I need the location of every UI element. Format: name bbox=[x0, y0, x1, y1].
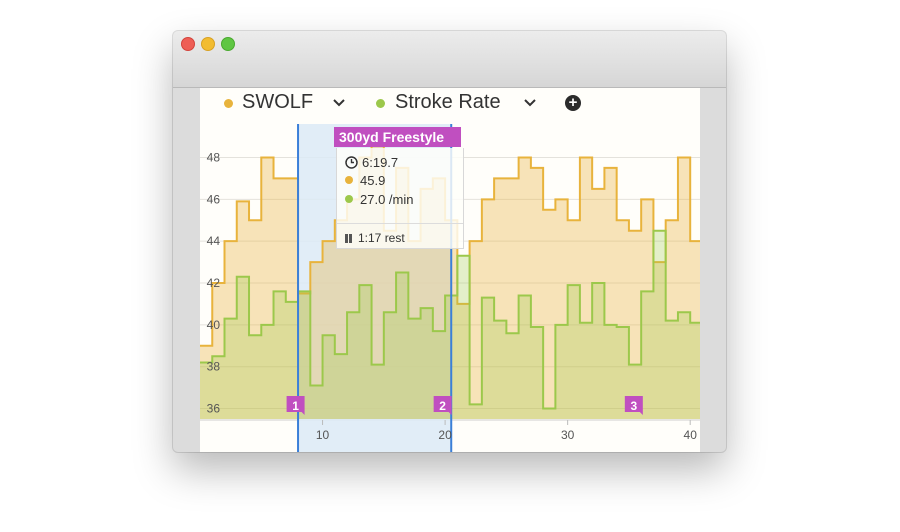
x-tick-label: 10 bbox=[316, 428, 330, 442]
lap-marker-label: 2 bbox=[439, 399, 446, 413]
tooltip-time: 6:19.7 bbox=[362, 155, 399, 170]
lap-marker-label: 3 bbox=[630, 399, 637, 413]
x-axis: 10 20 30 40 bbox=[316, 420, 697, 442]
y-tick-label: 48 bbox=[207, 150, 221, 164]
pause-icon bbox=[345, 234, 352, 243]
y-tick-label: 42 bbox=[207, 276, 221, 290]
app-window: SWOLF Stroke Rate + 36 38 40 42 44 46 48 10 20 3… bbox=[173, 31, 726, 452]
swolf-legend-label[interactable]: SWOLF bbox=[242, 91, 314, 113]
lap-marker-1[interactable] bbox=[286, 396, 305, 415]
tooltip-swolf-row: 45.9 bbox=[345, 173, 385, 188]
x-tick-label: 30 bbox=[561, 428, 575, 442]
stroke-rate-legend-dot-icon bbox=[376, 99, 385, 108]
x-tick-label: 20 bbox=[438, 428, 452, 442]
y-tick-label: 40 bbox=[207, 318, 221, 332]
chevron-down-icon[interactable] bbox=[332, 95, 346, 109]
tooltip-rest-row: 1:17 rest bbox=[345, 231, 405, 245]
clock-icon bbox=[345, 156, 358, 169]
stroke-rate-area bbox=[200, 230, 700, 419]
swolf-dot-icon bbox=[345, 176, 353, 184]
legend-bar: SWOLF Stroke Rate + bbox=[200, 88, 700, 124]
stroke-rate-dot-icon bbox=[345, 195, 353, 203]
close-button[interactable] bbox=[181, 37, 195, 51]
minimize-button[interactable] bbox=[201, 37, 215, 51]
tooltip-rest: 1:17 rest bbox=[358, 231, 405, 245]
zoom-button[interactable] bbox=[221, 37, 235, 51]
y-axis: 36 38 40 42 44 46 48 bbox=[207, 150, 221, 415]
chart-panel: SWOLF Stroke Rate + 36 38 40 42 44 46 48 10 20 3… bbox=[200, 88, 700, 452]
chevron-down-icon[interactable] bbox=[523, 95, 537, 109]
tooltip-stroke-rate: 27.0 /min bbox=[360, 192, 414, 207]
tooltip-title: 300yd Freestyle bbox=[334, 127, 461, 147]
lap-marker-2[interactable] bbox=[433, 396, 452, 415]
y-tick-label: 46 bbox=[207, 192, 221, 206]
tooltip-swolf: 45.9 bbox=[360, 173, 386, 188]
lap-markers[interactable]: 1 2 3 bbox=[286, 396, 643, 415]
tooltip-divider bbox=[337, 223, 463, 224]
tooltip-stroke-rate-row: 27.0 /min bbox=[345, 192, 413, 207]
title-bar bbox=[173, 31, 726, 88]
y-tick-label: 36 bbox=[207, 402, 221, 416]
lap-marker-label: 1 bbox=[292, 399, 299, 413]
tooltip-time-row: 6:19.7 bbox=[345, 155, 398, 170]
tooltip-box: 6:19.7 45.9 27.0 /min 1:17 rest bbox=[336, 148, 464, 249]
swolf-legend-dot-icon bbox=[224, 99, 233, 108]
lap-marker-3[interactable] bbox=[624, 396, 643, 415]
swolf-area bbox=[200, 136, 700, 419]
y-tick-label: 44 bbox=[207, 234, 221, 248]
x-tick-label: 40 bbox=[684, 428, 698, 442]
add-series-plus-icon[interactable]: + bbox=[565, 95, 581, 111]
y-tick-label: 38 bbox=[207, 360, 221, 374]
stroke-rate-legend-label[interactable]: Stroke Rate bbox=[395, 91, 501, 113]
